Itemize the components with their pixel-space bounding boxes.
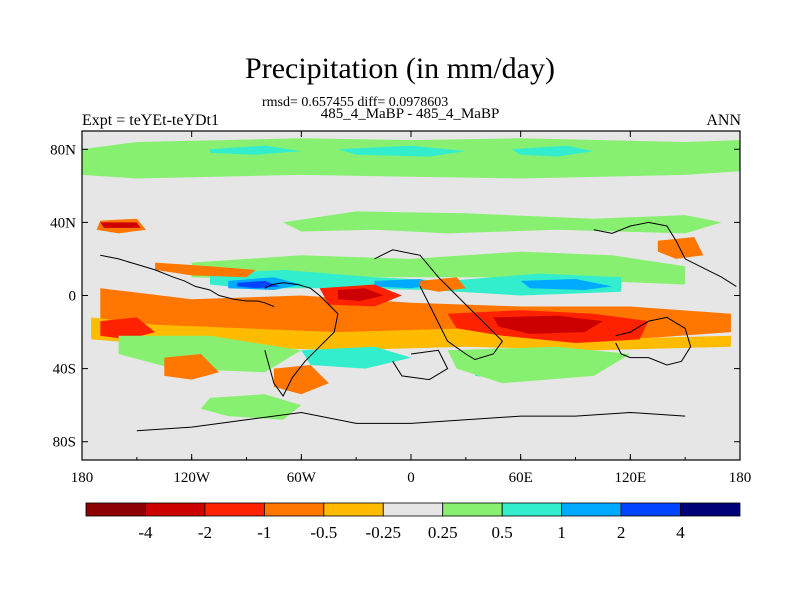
x-tick-label: 0 (407, 470, 415, 486)
region-nh-blue-3 (520, 279, 613, 290)
season-label: ANN (706, 112, 741, 129)
colorbar-label: 1 (557, 523, 566, 542)
coastline-southern-island (392, 349, 449, 381)
region-arctic-cyan-3 (511, 145, 594, 157)
experiment-label: Expt = teYEt-teYDt1 (82, 112, 219, 129)
coastlines (100, 221, 737, 432)
colorbar-label: 0.5 (492, 523, 513, 542)
region-indian-darkred (493, 315, 603, 334)
colorbar-swatch (561, 502, 622, 517)
colorbar-swatch (680, 502, 741, 517)
coastline-south-america (264, 282, 339, 397)
contour-regions (82, 138, 740, 420)
region-w-africa-orange (420, 277, 466, 292)
coastline-asia-east (593, 221, 737, 287)
y-tick-label: 80N (50, 142, 76, 158)
y-tick-label: 80S (53, 435, 76, 451)
coastline-antarctica (136, 411, 686, 432)
colorbar-swatch (442, 502, 503, 517)
x-axis: 180 120W 60W 0 60E 120E 180 (71, 131, 752, 486)
y-tick-label: 40S (53, 362, 76, 378)
case-line: 485_4_MaBP - 485_4_MaBP (320, 106, 500, 122)
coastline-africa (374, 249, 504, 361)
region-arctic-cyan-1 (209, 145, 302, 155)
colorbar-swatch (323, 502, 384, 517)
region-southern-green (200, 394, 302, 420)
colorbar-swatch (145, 502, 206, 517)
region-sh-green-2 (447, 346, 631, 384)
coastline-north-america (100, 254, 275, 307)
colorbar-label: 0.25 (428, 523, 458, 542)
colorbar: -4 -2 -1 -0.5 -0.25 0.25 0.5 1 2 4 (85, 502, 741, 542)
colorbar-swatch (382, 502, 444, 517)
region-sh-orange-1 (164, 354, 220, 380)
region-arctic-cyan-2 (337, 145, 466, 157)
colorbar-label: -2 (198, 523, 212, 542)
region-nh-darkred (100, 222, 141, 228)
x-tick-label: 180 (729, 470, 752, 486)
colorbar-label: -0.5 (310, 523, 337, 542)
y-tick-label: 40N (50, 215, 76, 231)
region-arctic-band (82, 138, 740, 179)
colorbar-swatch (85, 502, 146, 517)
colorbar-label: 2 (617, 523, 626, 542)
colorbar-label: -0.25 (366, 523, 401, 542)
chart-title: Precipitation (in mm/day) (245, 52, 555, 85)
y-tick-label: 0 (69, 289, 77, 305)
region-sh-green-1 (118, 335, 302, 373)
region-sh-cyan-1 (301, 346, 411, 369)
region-nh-orange-1 (155, 262, 256, 278)
x-tick-label: 120E (614, 470, 646, 486)
colorbar-label: -4 (138, 523, 153, 542)
colorbar-swatch (620, 502, 681, 517)
x-tick-label: 60E (509, 470, 533, 486)
map-background (82, 131, 740, 460)
colorbar-swatch (501, 502, 563, 517)
x-tick-label: 120W (173, 470, 211, 486)
coastline-australia (615, 316, 692, 366)
colorbar-swatch (263, 502, 325, 517)
region-midlat-nh-green (283, 211, 722, 234)
colorbar-label: -1 (257, 523, 271, 542)
stats-line: rmsd= 0.657455 diff= 0.0978603 (262, 95, 449, 110)
x-tick-label: 60W (287, 470, 317, 486)
y-axis: 80N 40N 0 40S 80S (50, 142, 740, 451)
region-se-asia-orange (657, 237, 704, 259)
x-tick-label: 180 (71, 470, 94, 486)
colorbar-label: 4 (676, 523, 685, 542)
region-east-pacific-red (100, 317, 156, 340)
colorbar-swatch (204, 502, 265, 517)
region-atlantic-darkred (337, 288, 384, 301)
